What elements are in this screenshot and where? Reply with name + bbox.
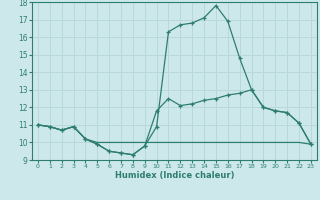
X-axis label: Humidex (Indice chaleur): Humidex (Indice chaleur) xyxy=(115,171,234,180)
